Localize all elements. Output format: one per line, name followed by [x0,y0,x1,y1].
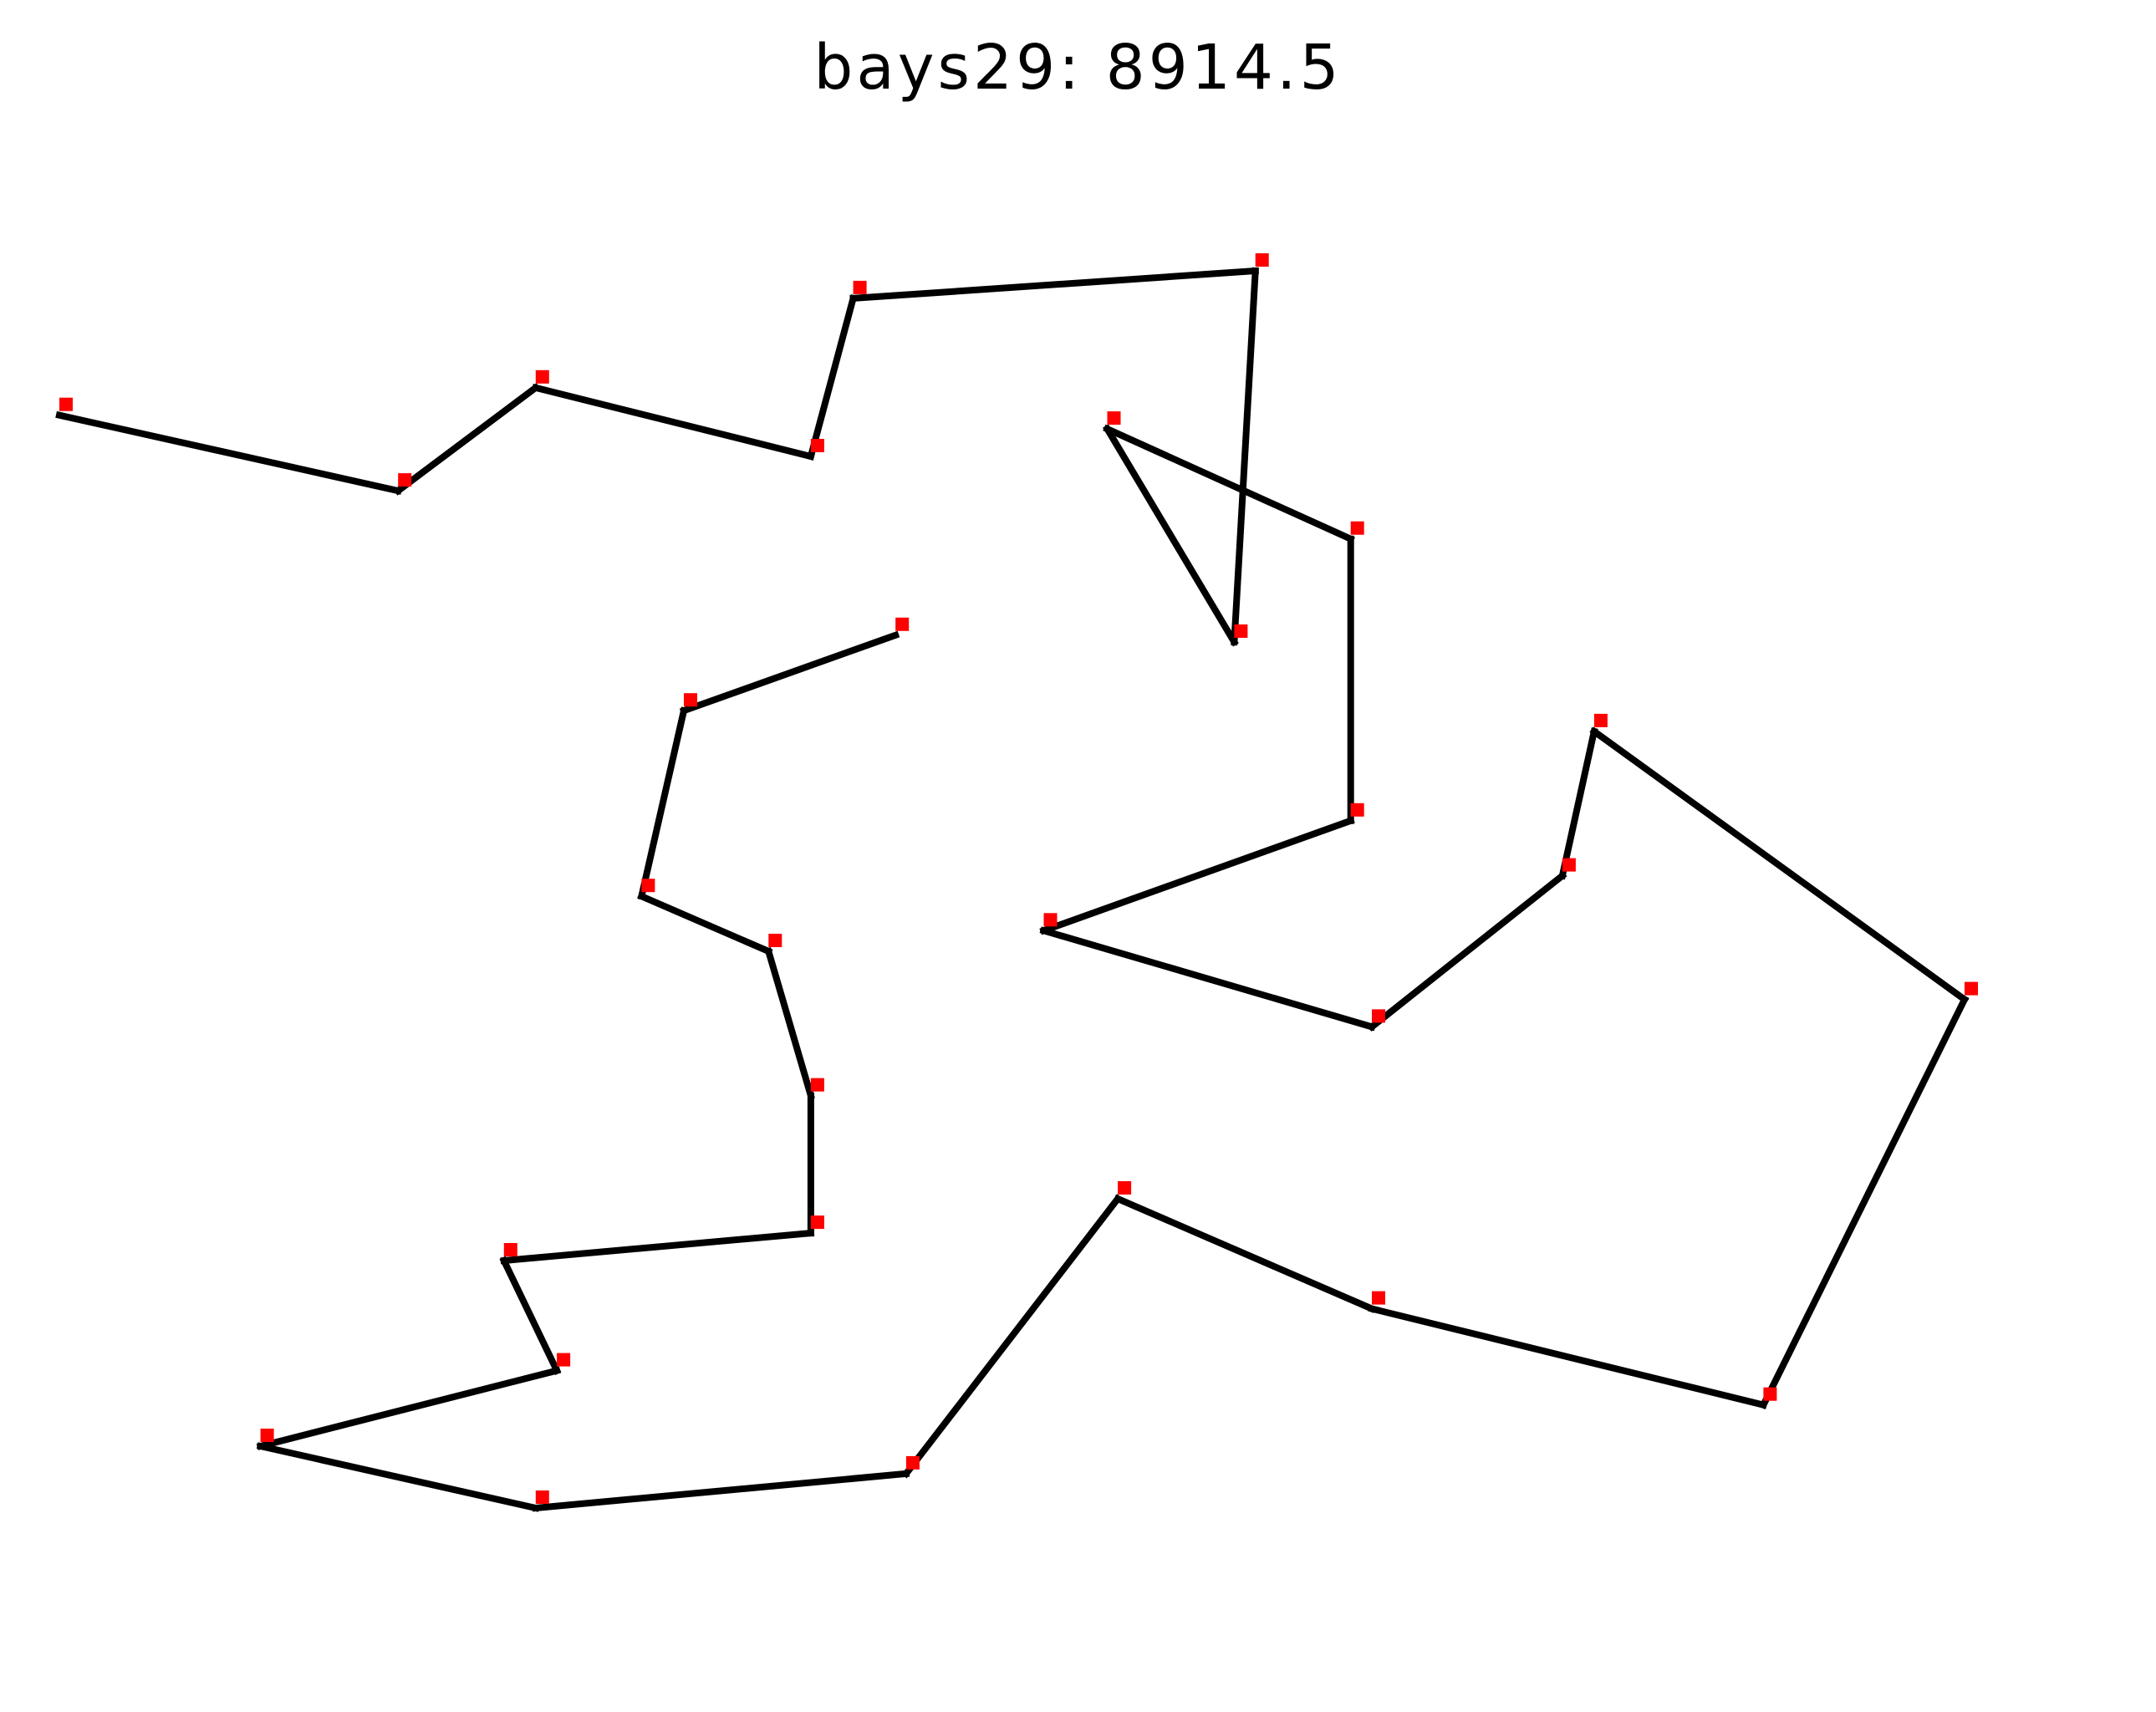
city-marker [260,1429,274,1442]
city-marker [503,1243,517,1256]
tour-edge [1368,1304,1768,1409]
city-marker [1593,713,1608,727]
city-marker [59,397,73,411]
tour-edge [849,267,1259,303]
tour-edge [1039,816,1355,935]
tour-edge [679,630,900,716]
tour-edge [1103,424,1355,543]
tour-edge [1103,424,1239,647]
chart-title: bays29: 8914.5 [813,32,1343,104]
tour-edge [1759,995,1970,1410]
city-marker [398,473,412,487]
city-marker [905,1455,920,1470]
tour-edge [256,1442,540,1512]
city-marker [853,280,867,294]
city-marker [810,1078,824,1092]
city-marker [1350,802,1364,817]
city-marker [535,1490,549,1504]
city-marker [1107,411,1121,425]
city-marker [535,369,549,384]
city-marker [1763,1387,1777,1401]
city-marker [1255,253,1269,267]
tour-edge [1231,267,1259,646]
city-markers [59,253,1978,1504]
city-marker [1965,981,1978,996]
city-marker [895,617,910,631]
city-marker [1372,1291,1385,1305]
city-marker [810,439,824,452]
tour-edge [1589,726,1970,1005]
tour-edge [1367,870,1567,1032]
city-marker [684,693,697,707]
city-marker [810,1215,824,1230]
tour-edge [1558,727,1598,880]
tour-edge [1039,926,1376,1032]
tour-edge [637,706,688,900]
tour-edge [393,383,541,496]
tour-edge [256,1366,561,1450]
tour-edge [531,383,815,461]
tour-edge [807,294,858,461]
city-marker [1118,1181,1132,1195]
tour-edges [55,267,1970,1512]
city-marker [1043,913,1058,927]
tour-edge [532,1470,910,1512]
tour-edge [1113,1194,1377,1313]
city-marker [557,1353,571,1367]
city-marker [1234,624,1248,638]
tour-edge [500,1229,815,1265]
tour-edge [764,947,815,1100]
city-marker [1350,521,1364,535]
city-marker [1372,1009,1385,1023]
city-marker [641,879,655,893]
tour-edge [637,891,773,956]
city-marker [768,934,782,947]
tour-edge [55,410,402,495]
tour-edge [499,1256,562,1375]
tour-edge [901,1194,1123,1479]
city-marker [1562,858,1576,872]
